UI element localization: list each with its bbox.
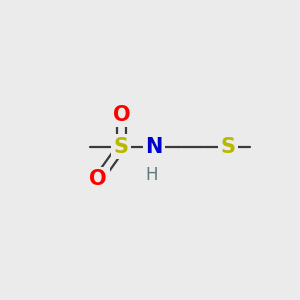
- Text: N: N: [145, 137, 162, 157]
- Text: O: O: [89, 169, 107, 189]
- Text: H: H: [145, 166, 158, 184]
- Text: O: O: [112, 104, 130, 124]
- Text: H: H: [145, 166, 158, 184]
- Text: S: S: [114, 137, 129, 157]
- Text: S: S: [220, 137, 235, 157]
